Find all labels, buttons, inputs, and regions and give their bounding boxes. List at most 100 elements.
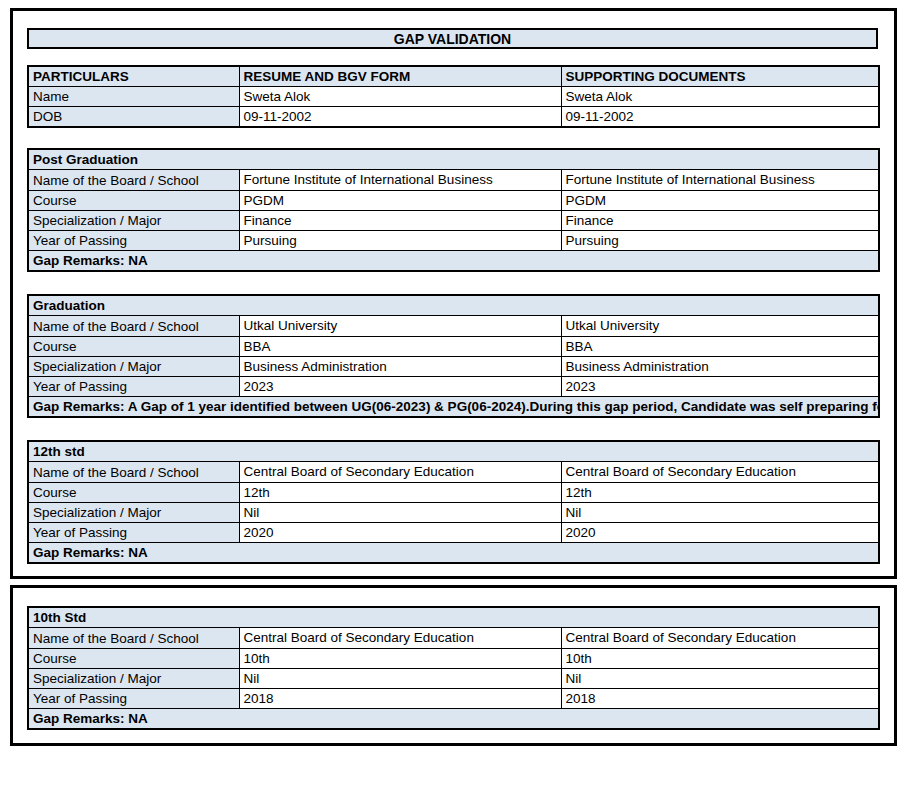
value-cell: Central Board of Secondary Education xyxy=(239,628,561,649)
value-cell: Central Board of Secondary Education xyxy=(561,462,879,483)
gap-remarks-cell: Gap Remarks: A Gap of 1 year identified … xyxy=(28,397,879,418)
value-cell: Central Board of Secondary Education xyxy=(239,462,561,483)
value-cell: Fortune Institute of International Busin… xyxy=(561,170,879,191)
value-cell: Nil xyxy=(239,669,561,689)
table-row-course: Course 12th 12th xyxy=(28,483,879,503)
row-label-cell: Specialization / Major xyxy=(28,211,239,231)
table-row-name: Name Sweta Alok Sweta Alok xyxy=(28,87,879,107)
section-title-row: 12th std xyxy=(28,441,879,462)
value-cell: Pursuing xyxy=(561,231,879,251)
section-title-row: Graduation xyxy=(28,295,879,316)
value-cell: 09-11-2002 xyxy=(239,107,561,128)
section-title: Post Graduation xyxy=(28,149,879,170)
section-title: Graduation xyxy=(28,295,879,316)
twelfth-std-section: 12th std Name of the Board / School Cent… xyxy=(27,440,880,564)
page: GAP VALIDATION PARTICULARS RESUME AND BG… xyxy=(0,0,905,746)
row-label-cell: Name of the Board / School xyxy=(28,316,239,337)
value-cell: Business Administration xyxy=(239,357,561,377)
row-label-cell: Year of Passing xyxy=(28,231,239,251)
table-row-course: Course 10th 10th xyxy=(28,649,879,669)
value-cell: 2023 xyxy=(561,377,879,397)
table-row-specialization: Specialization / Major Business Administ… xyxy=(28,357,879,377)
value-cell: 10th xyxy=(561,649,879,669)
tenth-std-section: 10th Std Name of the Board / School Cent… xyxy=(27,606,880,730)
section-title-row: Post Graduation xyxy=(28,149,879,170)
value-cell: 2020 xyxy=(561,523,879,543)
table-row-board: Name of the Board / School Utkal Univers… xyxy=(28,316,879,337)
row-label-cell: Name xyxy=(28,87,239,107)
gap-remarks-cell: Gap Remarks: NA xyxy=(28,709,879,730)
gap-remarks-cell: Gap Remarks: NA xyxy=(28,251,879,272)
row-label-cell: Specialization / Major xyxy=(28,669,239,689)
value-cell: Nil xyxy=(239,503,561,523)
value-cell: 12th xyxy=(239,483,561,503)
gap-remarks-row: Gap Remarks: A Gap of 1 year identified … xyxy=(28,397,879,418)
table-row-board: Name of the Board / School Central Board… xyxy=(28,462,879,483)
table-row-board: Name of the Board / School Central Board… xyxy=(28,628,879,649)
value-cell: 09-11-2002 xyxy=(561,107,879,128)
row-label-cell: Course xyxy=(28,191,239,211)
row-label-cell: Year of Passing xyxy=(28,377,239,397)
table-row-specialization: Specialization / Major Nil Nil xyxy=(28,669,879,689)
value-cell: Business Administration xyxy=(561,357,879,377)
column-header-supporting-docs: SUPPORTING DOCUMENTS xyxy=(561,66,879,87)
value-cell: Utkal University xyxy=(561,316,879,337)
section-title: 10th Std xyxy=(28,607,879,628)
row-label-cell: Year of Passing xyxy=(28,689,239,709)
value-cell: Central Board of Secondary Education xyxy=(561,628,879,649)
value-cell: Nil xyxy=(561,669,879,689)
value-cell: 2018 xyxy=(561,689,879,709)
page-title: GAP VALIDATION xyxy=(27,28,878,49)
graduation-section: Graduation Name of the Board / School Ut… xyxy=(27,294,880,418)
value-cell: PGDM xyxy=(561,191,879,211)
value-cell: Finance xyxy=(561,211,879,231)
value-cell: Sweta Alok xyxy=(239,87,561,107)
row-label-cell: Course xyxy=(28,483,239,503)
row-label-cell: Name of the Board / School xyxy=(28,170,239,191)
value-cell: BBA xyxy=(561,337,879,357)
row-label-cell: Course xyxy=(28,337,239,357)
table-row-year: Year of Passing 2018 2018 xyxy=(28,689,879,709)
main-frame: GAP VALIDATION PARTICULARS RESUME AND BG… xyxy=(10,8,897,579)
secondary-frame: 10th Std Name of the Board / School Cent… xyxy=(10,585,897,746)
column-header-resume-bgv: RESUME AND BGV FORM xyxy=(239,66,561,87)
gap-remarks-cell: Gap Remarks: NA xyxy=(28,543,879,564)
value-cell: BBA xyxy=(239,337,561,357)
table-row-board: Name of the Board / School Fortune Insti… xyxy=(28,170,879,191)
section-title: 12th std xyxy=(28,441,879,462)
row-label-cell: Name of the Board / School xyxy=(28,462,239,483)
table-row-course: Course BBA BBA xyxy=(28,337,879,357)
table-row-course: Course PGDM PGDM xyxy=(28,191,879,211)
value-cell: Sweta Alok xyxy=(561,87,879,107)
value-cell: 2018 xyxy=(239,689,561,709)
table-row-specialization: Specialization / Major Nil Nil xyxy=(28,503,879,523)
value-cell: Utkal University xyxy=(239,316,561,337)
column-header-particulars: PARTICULARS xyxy=(28,66,239,87)
gap-remarks-row: Gap Remarks: NA xyxy=(28,543,879,564)
post-graduation-section: Post Graduation Name of the Board / Scho… xyxy=(27,148,880,272)
row-label-cell: Specialization / Major xyxy=(28,357,239,377)
table-row-year: Year of Passing 2023 2023 xyxy=(28,377,879,397)
value-cell: 2023 xyxy=(239,377,561,397)
value-cell: Finance xyxy=(239,211,561,231)
row-label-cell: DOB xyxy=(28,107,239,128)
row-label-cell: Name of the Board / School xyxy=(28,628,239,649)
table-row-year: Year of Passing 2020 2020 xyxy=(28,523,879,543)
section-title-row: 10th Std xyxy=(28,607,879,628)
value-cell: Fortune Institute of International Busin… xyxy=(239,170,561,191)
row-label-cell: Course xyxy=(28,649,239,669)
value-cell: Nil xyxy=(561,503,879,523)
gap-remarks-row: Gap Remarks: NA xyxy=(28,709,879,730)
row-label-cell: Specialization / Major xyxy=(28,503,239,523)
row-label-cell: Year of Passing xyxy=(28,523,239,543)
gap-remarks-row: Gap Remarks: NA xyxy=(28,251,879,272)
value-cell: 2020 xyxy=(239,523,561,543)
header-row: PARTICULARS RESUME AND BGV FORM SUPPORTI… xyxy=(28,66,879,87)
value-cell: 10th xyxy=(239,649,561,669)
particulars-table: PARTICULARS RESUME AND BGV FORM SUPPORTI… xyxy=(27,65,880,128)
value-cell: Pursuing xyxy=(239,231,561,251)
value-cell: 12th xyxy=(561,483,879,503)
table-row-specialization: Specialization / Major Finance Finance xyxy=(28,211,879,231)
table-row-dob: DOB 09-11-2002 09-11-2002 xyxy=(28,107,879,128)
table-row-year: Year of Passing Pursuing Pursuing xyxy=(28,231,879,251)
